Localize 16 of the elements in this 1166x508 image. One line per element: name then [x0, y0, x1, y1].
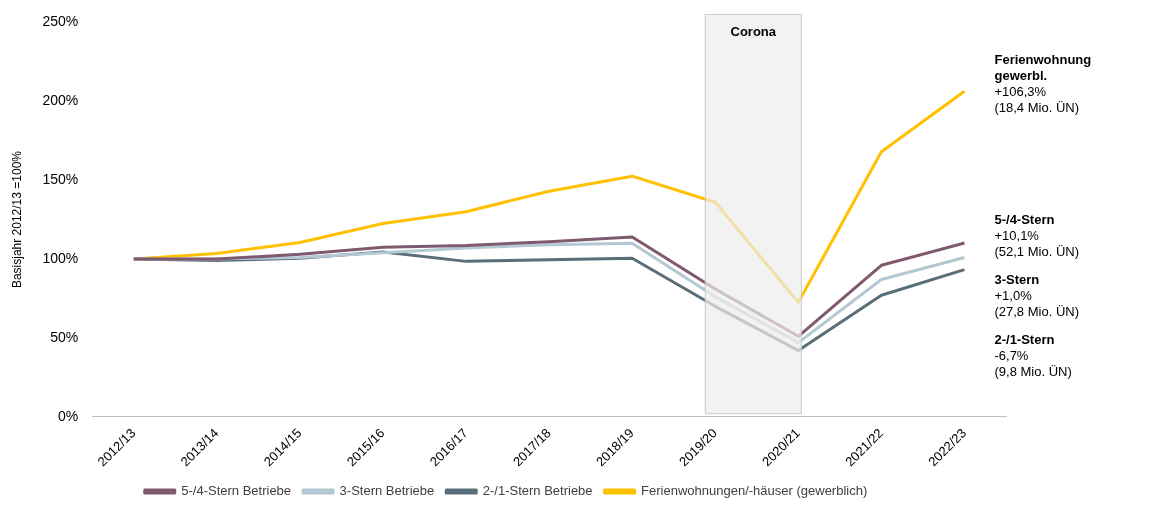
annotation: 5-/4-Stern +10,1% (52,1 Mio. ÜN)	[994, 212, 1079, 260]
y-tick-label: 250%	[42, 13, 79, 30]
band-label: Corona	[730, 24, 777, 40]
y-tick-label: 150%	[42, 171, 79, 187]
legend-label: 2-/1-Stern Betriebe	[482, 483, 593, 499]
y-tick-label: 200%	[42, 92, 79, 109]
y-tick-label: 100%	[42, 249, 79, 266]
annotation: Ferienwohnung gewerbl. +106,3% (18,4 Mio. ÜN)	[994, 52, 1092, 116]
y-tick-label: 0%	[57, 407, 79, 424]
legend-label: 3-Stern Betriebe	[339, 483, 435, 499]
annotation: 2-/1-Stern -6,7% (9,8 Mio. ÜN)	[994, 332, 1072, 380]
legend-label: 5-/4-Stern Betriebe	[181, 483, 292, 499]
y-axis-title: Basisjahr 2012/13 =100%	[9, 150, 24, 289]
y-tick-label: 50%	[50, 328, 79, 345]
legend-label: Ferienwohnungen/-häuser (gewerblich)	[641, 483, 868, 499]
annotation: 3-Stern +1,0% (27,8 Mio. ÜN)	[994, 272, 1079, 320]
